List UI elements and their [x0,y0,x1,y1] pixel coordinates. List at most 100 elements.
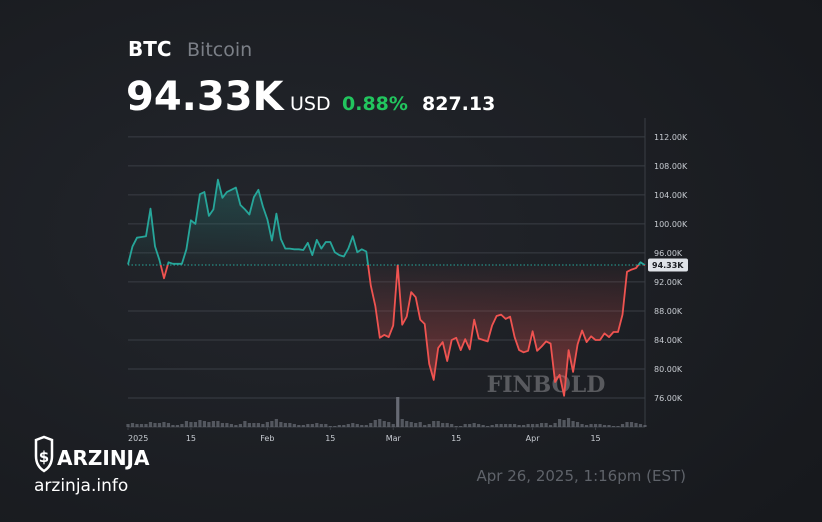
volume-bar [166,423,171,427]
brand: ARZINJA [57,446,150,470]
volume-bar [225,423,229,427]
price: 94.33K [126,74,286,120]
volume-bar [130,423,135,427]
volume-bar [517,425,521,427]
volume-bar [535,424,539,427]
volume-bar [526,424,530,427]
volume-bar [292,424,296,427]
volume-bar [557,419,562,427]
volume-bar [261,424,265,427]
change-pct: 0.88% [342,93,408,115]
volume-bar [575,422,580,427]
y-tick-label: 76.00K [654,394,683,403]
volume-bar [616,426,620,427]
y-tick-label: 100.00K [654,220,688,229]
x-tick-label: 15 [590,434,600,443]
volume-bar [184,421,189,427]
asset-name: Bitcoin [187,39,252,61]
y-tick-label: 88.00K [654,307,683,316]
volume-bar [499,424,503,427]
volume-bar [301,425,305,427]
volume-bar [571,421,575,427]
volume-bar [252,423,256,427]
volume-bar [337,425,341,427]
volume-bar [243,421,247,427]
change-abs: 827.13 [422,93,495,115]
volume-bar [198,420,202,427]
volume-bar [531,424,535,427]
volume-bar [544,423,548,427]
price-line [127,178,646,397]
x-tick-label: 15 [325,434,335,443]
volume-bar [211,421,216,427]
volume-bar [495,424,499,427]
y-tick-label: 112.00K [654,133,688,142]
volume-bar [436,421,440,427]
volume-bar [274,419,278,427]
volume-bar [504,424,508,427]
volume-bar [562,420,566,427]
volume-bar [548,425,553,427]
timestamp: Apr 26, 2025, 1:16pm (EST) [476,467,686,485]
brand-logo: $ [34,435,54,473]
volume-bar [202,421,207,427]
volume-bar [468,424,472,427]
volume-bar [247,423,251,427]
price-area [128,179,645,396]
volume-bar [220,423,225,427]
x-tick-label: Apr [526,434,541,443]
volume-bar [328,426,332,427]
volume-bar [427,424,431,427]
volume-bar [180,424,184,427]
volume-bar [157,423,162,427]
volume-bar [319,424,323,427]
volume-bar [324,424,328,427]
volume-bar [553,423,557,427]
volume-bar [513,424,517,427]
volume-bar [634,423,638,427]
volume-bar [378,419,382,427]
symbol: BTC [128,37,172,61]
volume-bar [566,418,571,427]
x-tick-label: 15 [451,434,461,443]
watermark: FINBOLD [487,372,606,398]
volume-bar [351,423,355,427]
volume-bar [346,424,350,427]
volume-bar [135,424,139,427]
x-tick-label: Feb [260,434,274,443]
volume-bar [620,424,625,427]
volume-bar [364,425,368,427]
volume-bar [396,397,400,427]
volume-bar [607,425,611,427]
volume-bar [270,421,274,427]
volume-bar [611,426,616,427]
volume-bar [405,421,409,427]
volume-bar [175,425,180,427]
volume-bar [414,423,418,427]
volume-bar [598,424,602,427]
volume-bar [643,425,647,427]
volume-bar [342,425,346,427]
volume-bar [508,424,512,427]
volume-bar [638,424,643,427]
volume-bar [450,424,454,427]
y-tick-label: 84.00K [654,336,683,345]
volume-bar [445,423,449,427]
volume-bar [229,424,233,427]
volume-bar [486,426,490,427]
price-label: 94.33K [652,261,684,270]
volume-bar [306,424,310,427]
volume-bar [144,424,148,427]
volume-bar [139,424,144,427]
volume-bar [463,424,467,427]
volume-bar [472,423,476,427]
volume-bar [423,425,427,427]
volume-bar [310,424,314,427]
x-tick-label: Mar [386,434,402,443]
volume-bar [283,423,287,427]
volume-bar [355,424,359,427]
volume-bar [441,423,445,427]
currency: USD [290,93,331,115]
volume-bar [171,425,175,427]
